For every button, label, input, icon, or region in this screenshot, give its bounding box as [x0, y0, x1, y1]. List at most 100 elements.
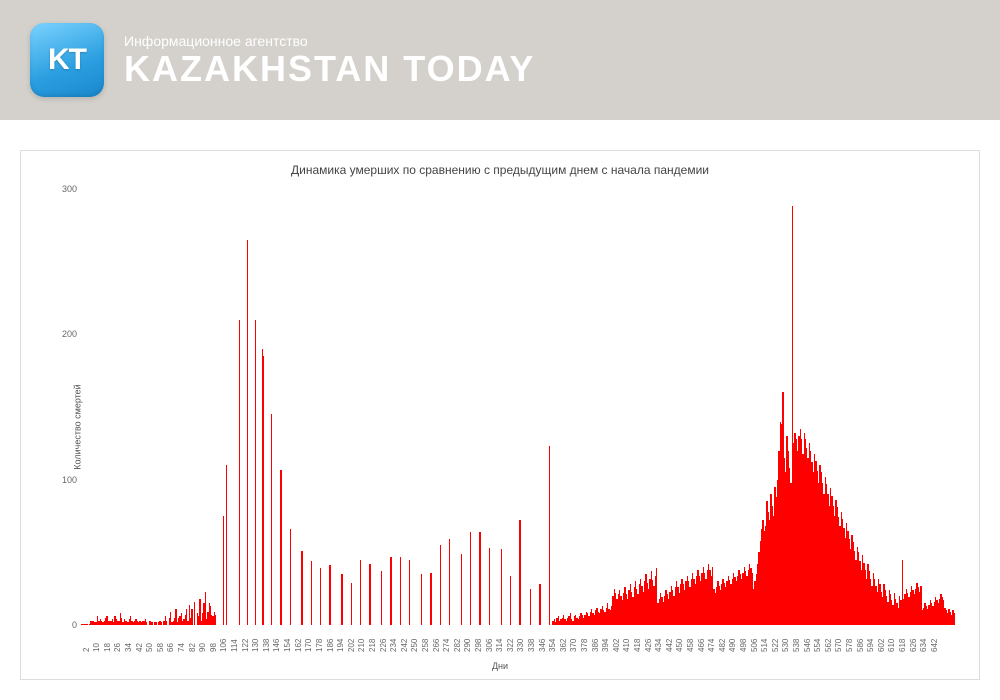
bar — [530, 589, 531, 625]
bar — [263, 356, 264, 625]
bar — [255, 320, 256, 625]
x-tick: 338 — [527, 639, 536, 652]
bar — [360, 560, 361, 625]
x-tick: 642 — [930, 639, 939, 652]
x-tick: 138 — [262, 639, 271, 652]
bar — [440, 545, 441, 625]
x-tick: 66 — [166, 643, 175, 652]
x-tick: 74 — [177, 643, 186, 652]
bar — [449, 539, 450, 625]
x-tick: 194 — [336, 639, 345, 652]
x-tick: 146 — [272, 639, 281, 652]
bar — [421, 574, 422, 625]
x-tick: 602 — [877, 639, 886, 652]
x-tick: 298 — [474, 639, 483, 652]
x-tick: 234 — [389, 639, 398, 652]
x-tick: 330 — [516, 639, 525, 652]
bar — [301, 551, 302, 625]
x-tick: 490 — [728, 639, 737, 652]
x-tick: 626 — [909, 639, 918, 652]
x-tick: 546 — [803, 639, 812, 652]
bar — [390, 557, 391, 625]
x-axis-label: Дни — [492, 661, 508, 671]
x-tick: 202 — [347, 639, 356, 652]
x-tick: 594 — [866, 639, 875, 652]
x-tick: 186 — [326, 639, 335, 652]
chart-area: Динамика умерших по сравнению с предыдущ… — [0, 120, 1000, 700]
x-tick: 618 — [898, 639, 907, 652]
x-tick: 514 — [760, 639, 769, 652]
x-tick: 362 — [559, 639, 568, 652]
bar — [409, 560, 410, 625]
x-tick: 482 — [718, 639, 727, 652]
x-tick: 10 — [92, 643, 101, 652]
x-tick: 90 — [198, 643, 207, 652]
x-tick: 586 — [856, 639, 865, 652]
x-tick: 538 — [792, 639, 801, 652]
x-tick: 354 — [548, 639, 557, 652]
bar — [247, 240, 248, 625]
bar — [519, 520, 520, 625]
x-tick: 554 — [813, 639, 822, 652]
y-tick: 100 — [47, 475, 77, 485]
x-tick: 290 — [463, 639, 472, 652]
x-tick: 226 — [379, 639, 388, 652]
x-tick: 242 — [400, 639, 409, 652]
x-tick: 562 — [824, 639, 833, 652]
x-tick: 210 — [357, 639, 366, 652]
x-ticks: 2101826344250586674829098106114122130138… — [81, 625, 953, 659]
y-tick: 0 — [47, 620, 77, 630]
y-tick: 200 — [47, 329, 77, 339]
x-tick: 458 — [686, 639, 695, 652]
header-band: KT Информационное агентство KAZAKHSTAN T… — [0, 0, 1000, 120]
x-tick: 98 — [209, 643, 218, 652]
x-tick: 402 — [612, 639, 621, 652]
plot-wrap: Количество смертей Дни 0100200300 210182… — [39, 185, 961, 669]
x-tick: 274 — [442, 639, 451, 652]
x-tick: 218 — [368, 639, 377, 652]
x-tick: 426 — [644, 639, 653, 652]
bar — [351, 583, 352, 625]
bar — [501, 549, 502, 625]
x-tick: 42 — [135, 643, 144, 652]
x-tick: 314 — [495, 639, 504, 652]
x-tick: 178 — [315, 639, 324, 652]
x-tick: 394 — [601, 639, 610, 652]
bar — [954, 613, 955, 625]
x-tick: 2 — [82, 648, 91, 652]
bar — [239, 320, 240, 625]
bars-container — [81, 189, 953, 625]
bar — [489, 548, 490, 625]
bar — [549, 446, 550, 625]
chart-title: Динамика умерших по сравнению с предыдущ… — [39, 163, 961, 177]
x-tick: 250 — [410, 639, 419, 652]
x-tick: 530 — [781, 639, 790, 652]
x-tick: 82 — [188, 643, 197, 652]
x-tick: 578 — [845, 639, 854, 652]
chart-frame: Динамика умерших по сравнению с предыдущ… — [20, 150, 980, 680]
x-tick: 570 — [834, 639, 843, 652]
bar — [271, 414, 272, 625]
bar — [290, 529, 291, 625]
x-tick: 610 — [887, 639, 896, 652]
header-maintitle: KAZAKHSTAN TODAY — [124, 51, 535, 87]
x-tick: 170 — [304, 639, 313, 652]
bar — [280, 470, 281, 626]
x-tick: 114 — [230, 639, 239, 652]
x-tick: 162 — [294, 639, 303, 652]
x-tick: 346 — [538, 639, 547, 652]
x-tick: 418 — [633, 639, 642, 652]
bar — [311, 561, 312, 625]
bar — [470, 532, 471, 625]
header-title-block: Информационное агентство KAZAKHSTAN TODA… — [124, 33, 535, 87]
bar — [539, 584, 540, 625]
bar — [226, 465, 227, 625]
bar — [461, 554, 462, 625]
x-tick: 522 — [771, 639, 780, 652]
kt-logo: KT — [30, 23, 104, 97]
x-tick: 386 — [591, 639, 600, 652]
bar — [369, 564, 370, 625]
x-tick: 266 — [432, 639, 441, 652]
bar — [400, 557, 401, 625]
x-tick: 306 — [485, 639, 494, 652]
